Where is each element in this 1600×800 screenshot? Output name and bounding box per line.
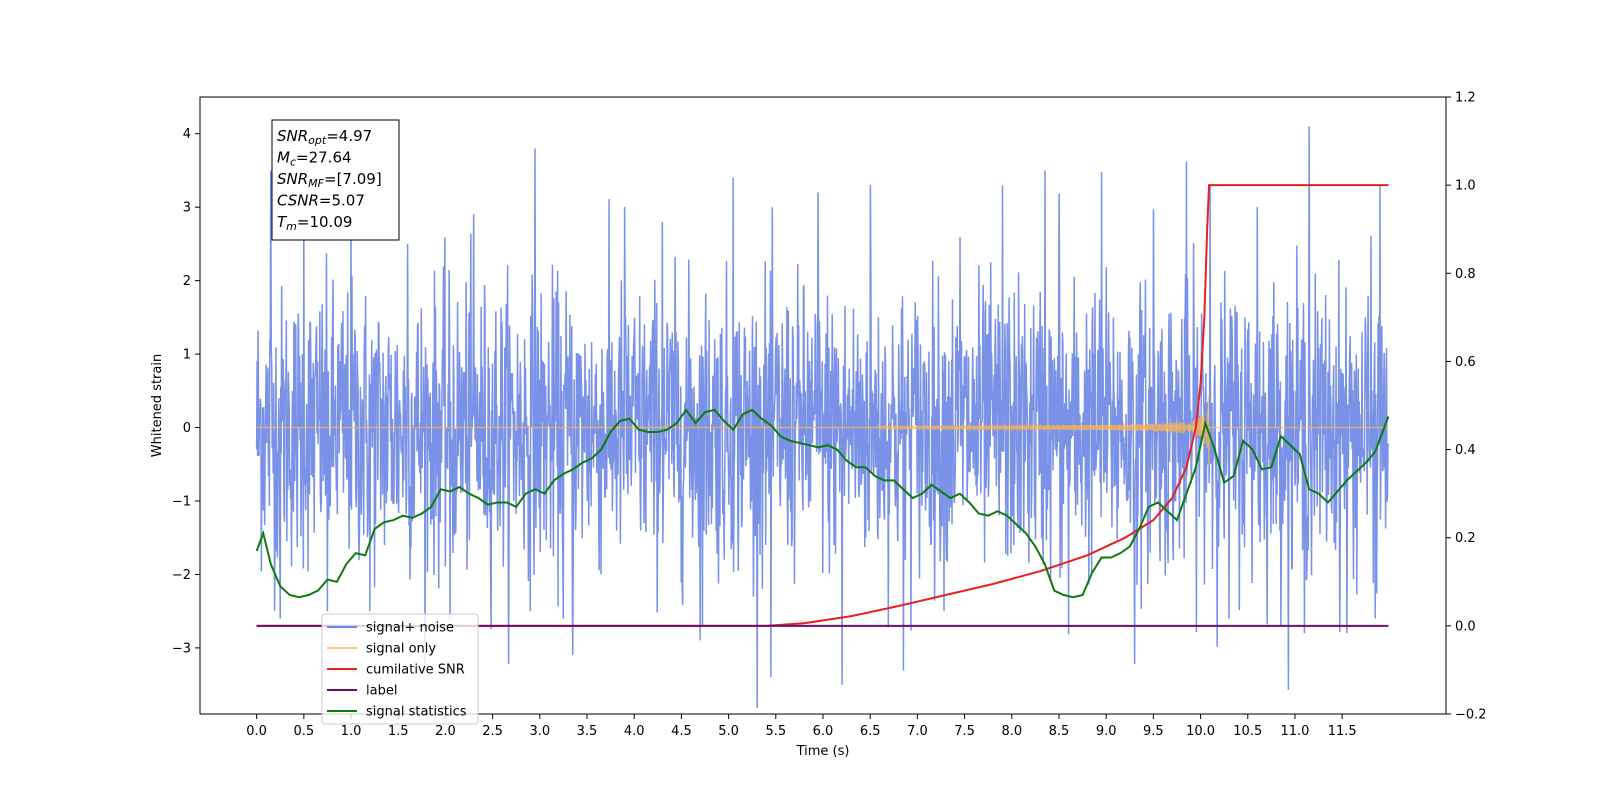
x-tick-label: 9.5 [1143, 724, 1164, 739]
x-tick-label: 10.0 [1186, 724, 1215, 739]
x-tick-label: 4.0 [624, 724, 645, 739]
series-cumilative-snr [256, 184, 1389, 627]
x-tick-label: 7.5 [954, 724, 975, 739]
x-tick-label: 0.5 [293, 724, 314, 739]
x-tick-label: 6.0 [813, 724, 834, 739]
y-tick-label-left: −1 [172, 494, 191, 509]
y-tick-label-left: 2 [183, 274, 191, 289]
y-axis-label: Whitened strain [150, 354, 165, 457]
y-tick-label-left: 3 [183, 201, 191, 216]
x-tick-label: 1.5 [388, 724, 409, 739]
y-tick-label-right: −0.2 [1455, 708, 1487, 723]
x-tick-label: 6.5 [860, 724, 881, 739]
stats-line: Mc=27.64 [277, 149, 352, 169]
legend-label: cumilative SNR [366, 663, 465, 678]
x-tick-label: 8.5 [1049, 724, 1070, 739]
series-signal-only [256, 396, 1389, 466]
series-signal-statistics [255, 408, 1390, 599]
x-tick-label: 5.0 [718, 724, 739, 739]
x-tick-label: 4.5 [671, 724, 692, 739]
x-tick-label: 9.0 [1096, 724, 1117, 739]
x-tick-label: 3.5 [577, 724, 598, 739]
axes-layer: 0.0 0.5 1.0 1.5 2.0 2.5 3.0 3.5 4.0 4.5 5.0 5.5 6.0 6… [150, 91, 1487, 760]
y-tick-label-right: 1.0 [1455, 179, 1476, 194]
y-tick-label-left: −3 [172, 641, 191, 656]
y-tick-label-left: 0 [183, 421, 191, 436]
y-tick-label-right: 0.8 [1455, 267, 1476, 282]
x-tick-label: 3.0 [529, 724, 550, 739]
y-tick-label-right: 0.6 [1455, 355, 1476, 370]
y-tick-label-left: 1 [183, 348, 191, 363]
x-tick-label: 8.0 [1001, 724, 1022, 739]
legend-label: signal statistics [366, 705, 467, 720]
x-tick-label: 1.0 [341, 724, 362, 739]
legend-box [321, 613, 479, 725]
legend-label: signal+ noise [366, 621, 454, 636]
x-tick-label: 0.0 [246, 724, 267, 739]
x-tick-label: 11.5 [1328, 724, 1357, 739]
y-tick-label-left: −2 [172, 568, 191, 583]
y-tick-label-left: 4 [183, 127, 191, 142]
legend-label: label [366, 684, 397, 699]
legend-label: signal only [366, 642, 436, 657]
y-tick-label-right: 0.2 [1455, 531, 1476, 546]
x-tick-label: 10.5 [1233, 724, 1262, 739]
stats-line: SNRMF=[7.09] [277, 170, 382, 190]
x-tick-label: 7.0 [907, 724, 928, 739]
y-tick-label-right: 0.4 [1455, 443, 1476, 458]
legend: signal+ noise signal only cumilative SNR la… [321, 613, 479, 725]
stats-box [271, 119, 400, 241]
y-tick-label-right: 1.2 [1455, 91, 1476, 106]
x-axis-label: Time (s) [796, 744, 850, 759]
stats-line: SNRopt=4.97 [277, 127, 372, 147]
x-tick-label: 2.5 [482, 724, 503, 739]
x-tick-label: 11.0 [1280, 724, 1309, 739]
stats-line: CSNR=5.07 [277, 192, 365, 210]
x-tick-label: 2.0 [435, 724, 456, 739]
stats-line: Tm=10.09 [277, 213, 352, 233]
y-tick-label-right: 0.0 [1455, 619, 1476, 634]
x-tick-label: 5.5 [765, 724, 786, 739]
